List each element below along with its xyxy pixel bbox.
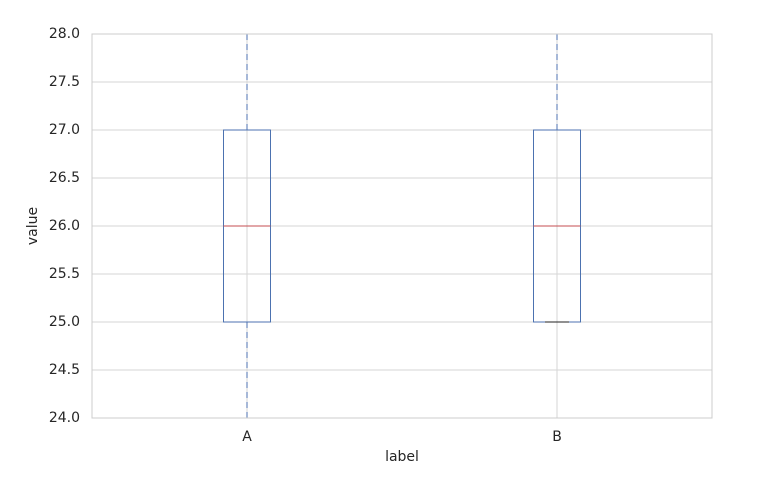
y-tick-label: 26.5 [49,170,80,186]
y-tick-label: 25.0 [49,314,80,330]
plot-frame [91,33,713,419]
y-tick-label: 27.5 [49,74,80,90]
y-tick-label: 28.0 [49,26,80,42]
y-tick-label: 25.5 [49,266,80,282]
y-tick-label: 27.0 [49,122,80,138]
y-axis-label: value [25,207,41,245]
x-axis-label: label [385,449,419,465]
x-tick-label: A [242,429,252,445]
y-tick-label: 26.0 [49,218,80,234]
y-tick-label: 24.5 [49,362,80,378]
y-tick-label: 24.0 [49,410,80,426]
x-tick-label: B [552,429,562,445]
